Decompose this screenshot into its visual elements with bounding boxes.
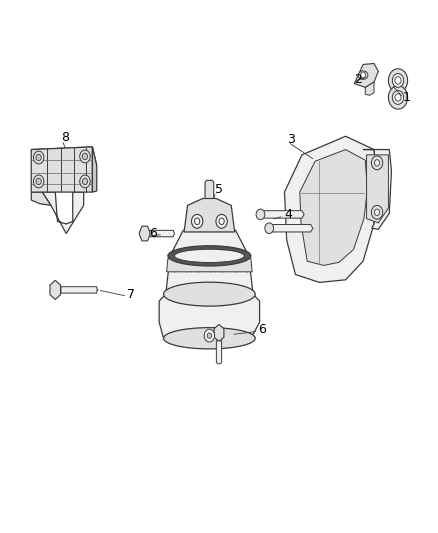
Polygon shape (300, 150, 367, 265)
Text: 8: 8 (61, 131, 69, 144)
Circle shape (256, 209, 265, 220)
Polygon shape (261, 211, 304, 218)
Circle shape (204, 329, 215, 342)
Polygon shape (367, 155, 389, 223)
Text: 6: 6 (148, 227, 156, 240)
Circle shape (33, 175, 44, 188)
Circle shape (80, 175, 90, 188)
Circle shape (82, 178, 88, 184)
Circle shape (82, 154, 88, 160)
Circle shape (392, 91, 404, 104)
Polygon shape (92, 147, 97, 192)
Circle shape (371, 205, 383, 219)
Text: 5: 5 (215, 183, 223, 196)
Polygon shape (365, 82, 374, 95)
Polygon shape (205, 180, 214, 198)
Polygon shape (166, 221, 253, 294)
Polygon shape (159, 292, 260, 338)
Polygon shape (166, 259, 252, 272)
Polygon shape (363, 150, 392, 229)
Polygon shape (150, 230, 174, 237)
Circle shape (265, 223, 274, 233)
Ellipse shape (168, 246, 251, 266)
Polygon shape (31, 147, 92, 192)
Ellipse shape (358, 71, 368, 79)
Polygon shape (269, 224, 313, 232)
Polygon shape (31, 147, 97, 168)
Circle shape (371, 156, 383, 169)
Polygon shape (139, 226, 150, 241)
Circle shape (194, 218, 200, 224)
Text: 7: 7 (127, 288, 135, 301)
Polygon shape (184, 198, 235, 232)
Circle shape (216, 214, 227, 228)
Circle shape (36, 155, 41, 161)
Circle shape (374, 160, 380, 166)
Text: 3: 3 (287, 133, 295, 147)
Polygon shape (354, 63, 378, 87)
Text: 6: 6 (258, 322, 266, 336)
Circle shape (389, 69, 408, 92)
Circle shape (33, 151, 44, 164)
Polygon shape (61, 287, 98, 293)
Polygon shape (31, 192, 51, 205)
Circle shape (207, 333, 212, 338)
Ellipse shape (163, 328, 255, 349)
Circle shape (36, 178, 41, 184)
Polygon shape (216, 341, 222, 364)
Circle shape (395, 77, 401, 84)
Circle shape (395, 94, 401, 101)
Circle shape (191, 214, 203, 228)
Text: 2: 2 (354, 73, 362, 86)
Circle shape (392, 74, 404, 87)
Text: 1: 1 (403, 91, 411, 104)
Ellipse shape (174, 249, 244, 263)
Circle shape (219, 218, 224, 224)
Polygon shape (214, 325, 224, 342)
Ellipse shape (163, 282, 255, 306)
Polygon shape (42, 192, 84, 233)
Polygon shape (50, 280, 60, 300)
Circle shape (80, 150, 90, 163)
Circle shape (389, 86, 408, 109)
Circle shape (374, 209, 380, 215)
Polygon shape (285, 136, 378, 282)
Circle shape (360, 72, 366, 78)
Text: 4: 4 (284, 208, 292, 221)
